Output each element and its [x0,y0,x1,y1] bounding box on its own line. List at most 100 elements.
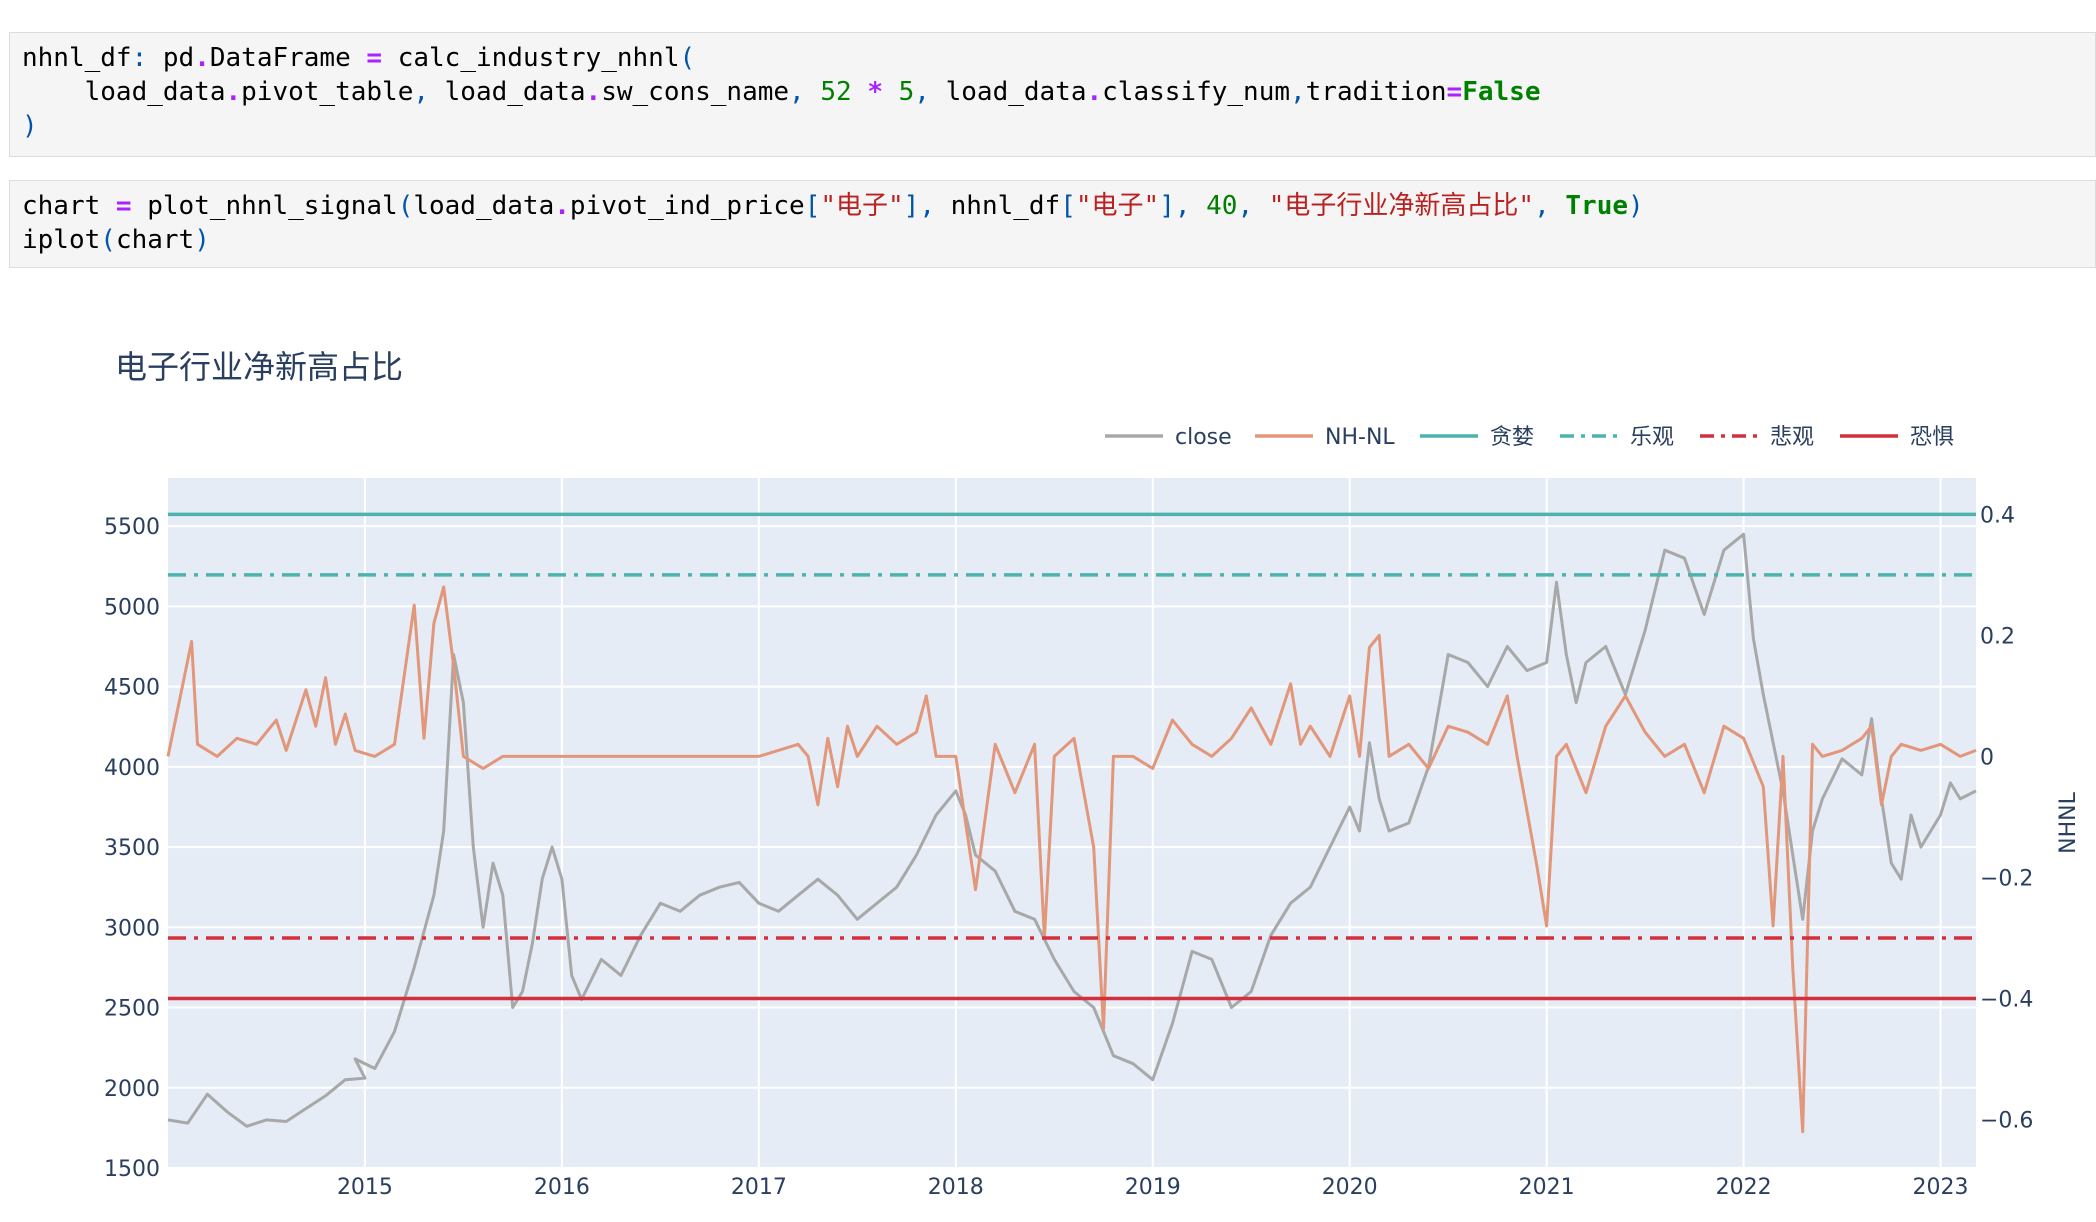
code-token: = [366,43,383,73]
y-left-tick-label: 3500 [104,836,160,861]
code-token: ], [1159,191,1191,221]
gridlines [168,478,1976,1169]
code-line: load_data.pivot_table, load_data.sw_cons… [22,75,2083,109]
code-token: load_data [429,77,586,107]
code-token: load_data [929,77,1087,107]
x-tick-label: 2021 [1519,1175,1575,1200]
legend-item[interactable]: 贪婪 [1420,425,1534,450]
code-token: . [1086,77,1103,107]
legend-item[interactable]: NH-NL [1255,425,1395,450]
code-token: ) [194,225,210,255]
code-token: iplot [22,225,101,255]
code-token: pivot_table [241,77,414,107]
y-right-tick-label: −0.6 [1980,1109,2033,1134]
code-token: ( [100,225,116,255]
chart-title: 电子行业净新高占比 [115,348,403,386]
x-tick-label: 2018 [928,1175,984,1200]
code-token [883,77,899,107]
y-right-axis: 0.4 0.2 0 −0.2 −0.4 −0.6 [1980,503,2033,1133]
y-left-tick-label: 2000 [104,1077,160,1102]
code-token: [ [804,191,821,221]
x-tick-label: 2016 [534,1175,590,1200]
code-line: ) [22,109,2083,143]
x-tick-label: 2020 [1322,1175,1378,1200]
code-token: , [914,77,930,107]
code-token [1191,191,1207,221]
chart: 电子行业净新高占比 close NH-NL 贪婪 乐观 悲观 恐惧 5500 5000 450… [104,348,2081,1200]
y-left-axis: 5500 5000 4500 4000 3500 3000 2500 2000 1500 [104,515,160,1182]
legend-label: 恐惧 [1910,425,1954,450]
legend-label: 乐观 [1630,425,1674,450]
code-token: = [1446,77,1463,107]
code-token [805,77,821,107]
code-token: load_data [413,191,555,221]
code-token: False [1462,77,1541,107]
code-token: * [867,77,883,107]
code-token: "电子" [1075,191,1160,221]
y-right-tick-label: 0.2 [1980,624,2015,649]
y-right-tick-label: −0.4 [1980,988,2033,1013]
legend-label: 贪婪 [1490,425,1534,450]
code-token: pivot_ind_price [569,191,805,221]
y-left-tick-label: 3000 [104,916,160,941]
legend-item[interactable]: 乐观 [1560,425,1674,450]
code-line: chart = plot_nhnl_signal(load_data.pivot… [22,189,2083,223]
code-token [1550,191,1566,221]
y-left-tick-label: 5500 [104,515,160,540]
legend-item[interactable]: close [1105,425,1232,450]
legend[interactable]: close NH-NL 贪婪 乐观 悲观 恐惧 [1105,425,1954,450]
x-tick-label: 2015 [337,1175,393,1200]
code-token: : [131,43,148,73]
code-token: , [1534,191,1550,221]
code-token: [ [1060,191,1076,221]
code-token: . [585,77,602,107]
code-token: ) [1628,191,1644,221]
code-token: tradition [1305,77,1447,107]
code-token: 52 [820,77,852,107]
code-token: calc_industry_nhnl [382,43,680,73]
code-token: classify_num [1102,77,1290,107]
code-token [852,77,868,107]
code-token: ( [679,43,696,73]
y-left-tick-label: 5000 [104,595,160,620]
legend-label: NH-NL [1325,425,1395,450]
code-token: chart [22,191,116,221]
code-token: "电子" [820,191,904,221]
x-tick-label: 2017 [731,1175,787,1200]
code-token: , [413,77,429,107]
code-token: , [789,77,805,107]
code-token: chart [115,225,195,255]
x-tick-label: 2019 [1125,1175,1181,1200]
x-axis: 2015 2016 2017 2018 2019 2020 2021 2022 2023 [337,1175,1969,1200]
code-token: nhnl_df [22,43,132,73]
legend-label: 悲观 [1770,425,1814,450]
code-token: = [115,191,132,221]
code-token: 40 [1206,191,1238,221]
y-right-tick-label: −0.2 [1980,866,2033,891]
series-lines [166,532,1977,1134]
y-left-tick-label: 2500 [104,997,160,1022]
code-token: , [1290,77,1306,107]
series-line-NH-NL [166,585,1977,1134]
plot-area [168,478,1976,1168]
code-token: 5 [898,77,915,107]
y-right-axis-label: NHNL [2056,791,2081,853]
y-left-tick-label: 1500 [104,1157,160,1182]
code-token: . [194,43,210,73]
y-left-tick-label: 4500 [104,676,160,701]
x-tick-label: 2022 [1716,1175,1772,1200]
code-cell-1[interactable]: nhnl_df: pd.DataFrame = calc_industry_nh… [9,32,2096,157]
code-token: . [225,77,242,107]
code-token: sw_cons_name [601,77,790,107]
code-token: pd [147,43,195,73]
y-left-tick-label: 4000 [104,756,160,781]
legend-item[interactable]: 悲观 [1700,425,1814,450]
code-token: . [554,191,570,221]
legend-item[interactable]: 恐惧 [1840,425,1954,450]
x-tick-label: 2023 [1913,1175,1969,1200]
code-cell-2[interactable]: chart = plot_nhnl_signal(load_data.pivot… [9,180,2096,268]
code-line: iplot(chart) [22,223,2083,257]
code-token: "电子行业净新高占比" [1268,191,1535,221]
legend-label: close [1175,425,1232,450]
y-right-tick-label: 0.4 [1980,503,2015,528]
